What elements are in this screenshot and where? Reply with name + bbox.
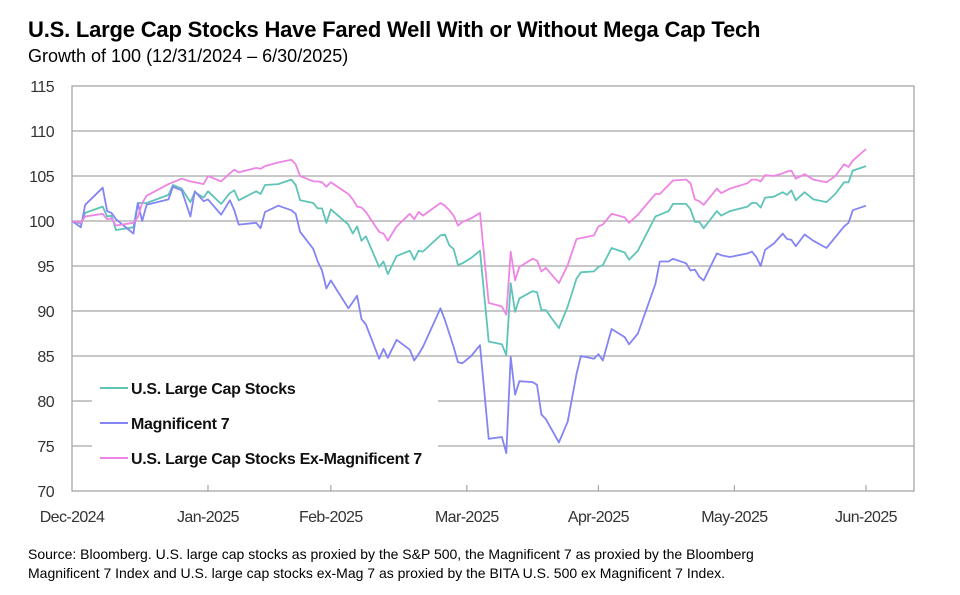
y-tick-label: 75 [37,439,54,456]
y-tick-label: 95 [37,259,54,276]
x-tick-label: Mar-2025 [435,509,499,526]
series-line-1 [71,165,867,357]
source-line-2: Magnificent 7 Index and U.S. large cap s… [28,565,725,581]
plot-frame [71,85,915,492]
source-note: Source: Bloomberg. U.S. large cap stocks… [28,545,754,583]
y-tick-label: 90 [37,304,54,321]
source-line-1: Source: Bloomberg. U.S. large cap stocks… [28,546,754,562]
legend-label: U.S. Large Cap Stocks [131,381,296,398]
x-tick-label: Feb-2025 [299,509,363,526]
y-tick-label: 70 [37,484,54,501]
y-tick-label: 80 [37,394,54,411]
legend-background [92,372,438,476]
gridlines [71,85,915,492]
y-tick-label: 100 [29,214,55,231]
series-line-2 [71,185,867,455]
chart-subtitle: Growth of 100 (12/31/2024 – 6/30/2025) [28,46,349,66]
y-axis: 70 75 80 85 90 95 100 105 110 115 [29,79,55,501]
x-axis: Dec-2024 Jan-2025 Feb-2025 Mar-2025 Apr-2025… [40,485,898,526]
legend-label: Magnificent 7 [131,416,230,433]
chart-title: U.S. Large Cap Stocks Have Fared Well Wi… [28,17,761,42]
x-tick-label: Jan-2025 [177,509,240,526]
series-lines [71,148,867,455]
y-tick-label: 110 [30,124,54,141]
y-tick-label: 105 [29,169,55,186]
y-tick-label: 115 [30,79,54,96]
x-tick-label: Apr-2025 [568,509,630,526]
x-tick-label: Jun-2025 [835,509,898,526]
x-tick-label: Dec-2024 [40,509,105,526]
legend-label: U.S. Large Cap Stocks Ex-Magnificent 7 [131,451,422,468]
legend: U.S. Large Cap Stocks Magnificent 7 U.S. L… [92,372,438,476]
x-tick-label: May-2025 [701,509,768,526]
y-tick-label: 85 [37,349,54,366]
series-line-3 [71,148,867,316]
